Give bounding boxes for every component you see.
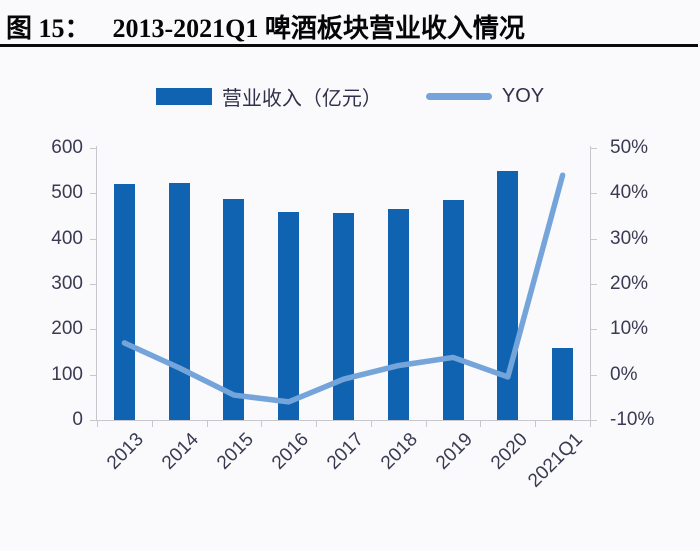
chart-legend: 营业收入（亿元） YOY xyxy=(0,82,700,111)
right-axis-tick-label: 20% xyxy=(610,273,649,294)
left-axis-tick-label: 100 xyxy=(51,363,83,385)
right-axis-tick-label: 30% xyxy=(610,227,649,249)
right-axis-tick-label: 10% xyxy=(610,318,649,340)
right-axis-tick xyxy=(591,193,597,195)
title-underline xyxy=(0,44,698,47)
x-axis-tick xyxy=(97,421,98,427)
left-axis-tick xyxy=(90,193,96,195)
legend-revenue-label: 营业收入（亿元） xyxy=(221,88,382,110)
right-axis-tick xyxy=(591,148,597,149)
yoy-line-swatch-icon xyxy=(425,93,492,100)
right-axis-tick xyxy=(591,374,597,376)
revenue-bar xyxy=(497,170,519,420)
x-axis-category-label: 2017 xyxy=(322,429,368,474)
right-axis-tick-label: 0% xyxy=(610,363,638,385)
left-axis-tick xyxy=(90,329,96,331)
x-axis-line xyxy=(90,420,597,421)
left-axis-tick xyxy=(90,284,96,285)
left-axis-tick xyxy=(90,374,96,376)
left-axis-tick-label: 200 xyxy=(51,318,83,340)
x-axis-tick xyxy=(535,421,537,427)
x-axis-tick xyxy=(316,421,318,427)
legend-item-revenue: 营业收入（亿元） xyxy=(155,82,382,111)
revenue-bar xyxy=(333,212,354,420)
left-axis-tick-label: 300 xyxy=(51,273,83,294)
x-axis-tick xyxy=(480,421,482,427)
revenue-bar xyxy=(442,200,464,420)
revenue-bar xyxy=(387,208,409,420)
x-axis-tick xyxy=(151,421,153,427)
x-axis-category-label: 2021Q1 xyxy=(523,429,587,492)
left-axis-tick-label: 500 xyxy=(51,182,83,204)
legend-item-yoy: YOY xyxy=(425,85,545,108)
left-axis-tick xyxy=(90,148,96,149)
x-axis-tick xyxy=(206,421,208,427)
left-axis-tick xyxy=(90,420,96,421)
x-axis-category-label: 2015 xyxy=(213,429,258,474)
revenue-bar xyxy=(168,182,190,420)
x-axis-tick xyxy=(425,421,427,427)
x-axis-tick xyxy=(261,421,263,427)
left-axis-tick-label: 0 xyxy=(72,409,83,430)
x-axis-category-label: 2019 xyxy=(432,429,477,474)
revenue-bar-swatch-icon xyxy=(155,88,212,105)
x-axis-category-label: 2020 xyxy=(486,429,532,474)
right-axis-tick xyxy=(591,420,597,421)
right-axis-line xyxy=(590,146,591,420)
x-axis-category-label: 2014 xyxy=(158,429,204,474)
revenue-bar xyxy=(223,199,245,420)
left-axis-tick-label: 600 xyxy=(51,137,83,158)
right-axis-tick-label: -10% xyxy=(610,409,655,430)
x-axis-category-label: 2013 xyxy=(103,429,149,474)
x-axis-tick xyxy=(370,421,372,427)
figure-title-text: 2013-2021Q1 啤酒板块营业收入情况 xyxy=(112,14,525,43)
left-axis-tick xyxy=(90,238,96,240)
right-axis-tick xyxy=(591,284,597,285)
figure-number: 图 15： xyxy=(6,14,91,43)
x-axis-category-label: 2016 xyxy=(267,429,313,474)
left-axis-line xyxy=(96,146,97,420)
right-axis-tick xyxy=(591,329,597,331)
revenue-bar xyxy=(552,347,574,420)
x-axis-category-label: 2018 xyxy=(377,429,423,474)
legend-yoy-label: YOY xyxy=(501,85,545,107)
left-axis-tick-label: 400 xyxy=(51,227,83,249)
revenue-bar xyxy=(113,184,135,420)
x-axis-tick xyxy=(590,421,591,427)
revenue-bar xyxy=(278,211,300,420)
figure-title: 图 15： 2013-2021Q1 啤酒板块营业收入情况 xyxy=(6,8,696,45)
right-axis-tick-label: 40% xyxy=(610,182,649,204)
right-axis-tick-label: 50% xyxy=(610,137,649,158)
right-axis-tick xyxy=(591,238,597,240)
